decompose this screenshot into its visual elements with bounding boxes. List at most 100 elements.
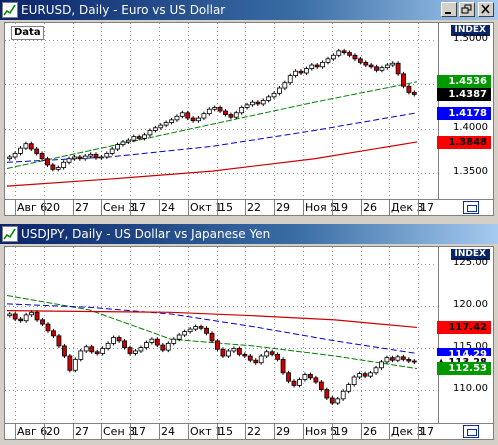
- candle-up: [379, 361, 384, 369]
- candle-up: [266, 96, 272, 101]
- candle-up: [225, 350, 231, 357]
- candle-up: [379, 67, 385, 71]
- x-tick-label: Авг 6: [17, 425, 48, 438]
- x-axis-separator: [332, 200, 333, 216]
- x-tick-label: 29: [276, 201, 290, 214]
- usdjpy-chart-window: USDJPY, Daily - US Dollar vs Japanese Ye…: [0, 224, 498, 445]
- x-axis-separator: [15, 200, 16, 216]
- candle-up: [384, 64, 390, 69]
- candle-up: [212, 107, 218, 110]
- ma-slow-line: [6, 141, 418, 187]
- eurusd-time-axis[interactable]: Авг 6 20 27 Сен 3 17 24 Окт 1 15 22 29 Ноя 5 19 26 Де…: [4, 200, 494, 216]
- x-axis-separator: [217, 200, 218, 216]
- candle-up: [163, 122, 169, 126]
- x-tick-label: 20: [46, 425, 60, 438]
- chart-window-icon[interactable]: [2, 2, 18, 18]
- x-axis-separator: [361, 200, 362, 216]
- restore-button[interactable]: [459, 2, 475, 17]
- price-tag: 1.4178: [437, 106, 491, 120]
- candle-down: [406, 85, 412, 93]
- candle-up: [297, 379, 302, 386]
- candle-up: [55, 167, 61, 170]
- candle-up: [201, 113, 207, 119]
- candle-down: [400, 356, 406, 360]
- close-button[interactable]: [478, 2, 494, 17]
- chart-properties-icon[interactable]: [463, 201, 479, 214]
- x-axis-separator: [418, 424, 419, 440]
- candle-down: [298, 70, 304, 74]
- candle-down: [93, 153, 99, 159]
- x-tick-label: 19: [334, 425, 348, 438]
- y-tick-label: 1.5000: [453, 33, 488, 45]
- candle-down: [77, 156, 83, 160]
- chart-window-icon[interactable]: [2, 226, 18, 242]
- candle-down: [401, 73, 406, 87]
- x-tick-label: 15: [219, 425, 233, 438]
- usdjpy-candles[interactable]: [5, 247, 493, 423]
- x-tick-label: 29: [276, 425, 290, 438]
- candle-down: [223, 110, 228, 115]
- candle-up: [282, 82, 288, 89]
- candle-up: [336, 50, 342, 56]
- x-tick-label: Сен 3: [103, 425, 136, 438]
- candle-up: [158, 124, 164, 129]
- eurusd-candles[interactable]: [5, 23, 493, 199]
- candle-up: [320, 61, 325, 68]
- x-axis-separator: [101, 424, 102, 440]
- x-tick-label: 26: [363, 425, 377, 438]
- usdjpy-titlebar[interactable]: USDJPY, Daily - US Dollar vs Japanese Ye…: [0, 224, 498, 244]
- candle-down: [395, 62, 401, 75]
- eurusd-titlebar[interactable]: EURUSD, Daily - Euro vs US Dollar: [0, 0, 498, 20]
- candle-up: [72, 156, 77, 160]
- candle-up: [7, 156, 13, 160]
- candle-down: [275, 353, 281, 360]
- candle-up: [346, 384, 352, 392]
- candle-down: [307, 374, 313, 379]
- candle-up: [309, 64, 315, 69]
- x-axis-separator: [101, 200, 102, 216]
- x-tick-label: Ноя 5: [305, 201, 338, 214]
- candle-down: [324, 389, 330, 399]
- x-axis-separator: [130, 424, 131, 440]
- minimize-button[interactable]: [441, 2, 457, 17]
- chart-properties-icon[interactable]: [463, 425, 479, 438]
- candle-down: [313, 377, 319, 383]
- price-tag: 112.53: [437, 362, 491, 376]
- usdjpy-time-axis[interactable]: Авг 6 20 27 Сен 3 17 24 Окт 1 15 22 29 Ноя 5 19 26 Де…: [4, 424, 494, 440]
- x-axis-separator: [274, 200, 275, 216]
- candle-up: [125, 139, 131, 143]
- candle-up: [165, 343, 171, 351]
- candle-down: [318, 381, 324, 390]
- usdjpy-index-label: INDEX: [450, 249, 490, 260]
- candle-up: [12, 153, 18, 158]
- usdjpy-price-axis[interactable]: [438, 247, 493, 423]
- usdjpy-plot-area[interactable]: INDEX 125.00 120.00 115.00 110.00 117.42 114…: [4, 246, 494, 424]
- candle-up: [260, 99, 266, 105]
- x-axis-separator: [217, 424, 218, 440]
- x-axis-separator: [73, 200, 74, 216]
- x-tick-label: 17: [420, 425, 434, 438]
- candle-down: [286, 372, 291, 382]
- candle-down: [18, 318, 24, 322]
- candle-down: [236, 348, 242, 355]
- candle-up: [182, 331, 188, 336]
- candle-up: [169, 119, 174, 123]
- candle-down: [255, 101, 261, 105]
- x-axis-separator: [159, 200, 160, 216]
- x-axis-separator: [73, 424, 74, 440]
- candle-down: [209, 332, 215, 342]
- candle-down: [341, 50, 347, 54]
- candle-up: [152, 127, 158, 131]
- x-axis-separator: [44, 200, 45, 216]
- y-tick-label: 1.3500: [453, 165, 488, 177]
- candle-down: [314, 64, 320, 68]
- candle-up: [104, 153, 110, 158]
- candle-up: [61, 161, 67, 168]
- candle-up: [23, 143, 29, 149]
- candle-up: [395, 356, 401, 361]
- candle-down: [242, 353, 248, 357]
- x-axis-separator: [303, 200, 304, 216]
- x-axis-separator: [44, 424, 45, 440]
- x-axis-separator: [418, 200, 419, 216]
